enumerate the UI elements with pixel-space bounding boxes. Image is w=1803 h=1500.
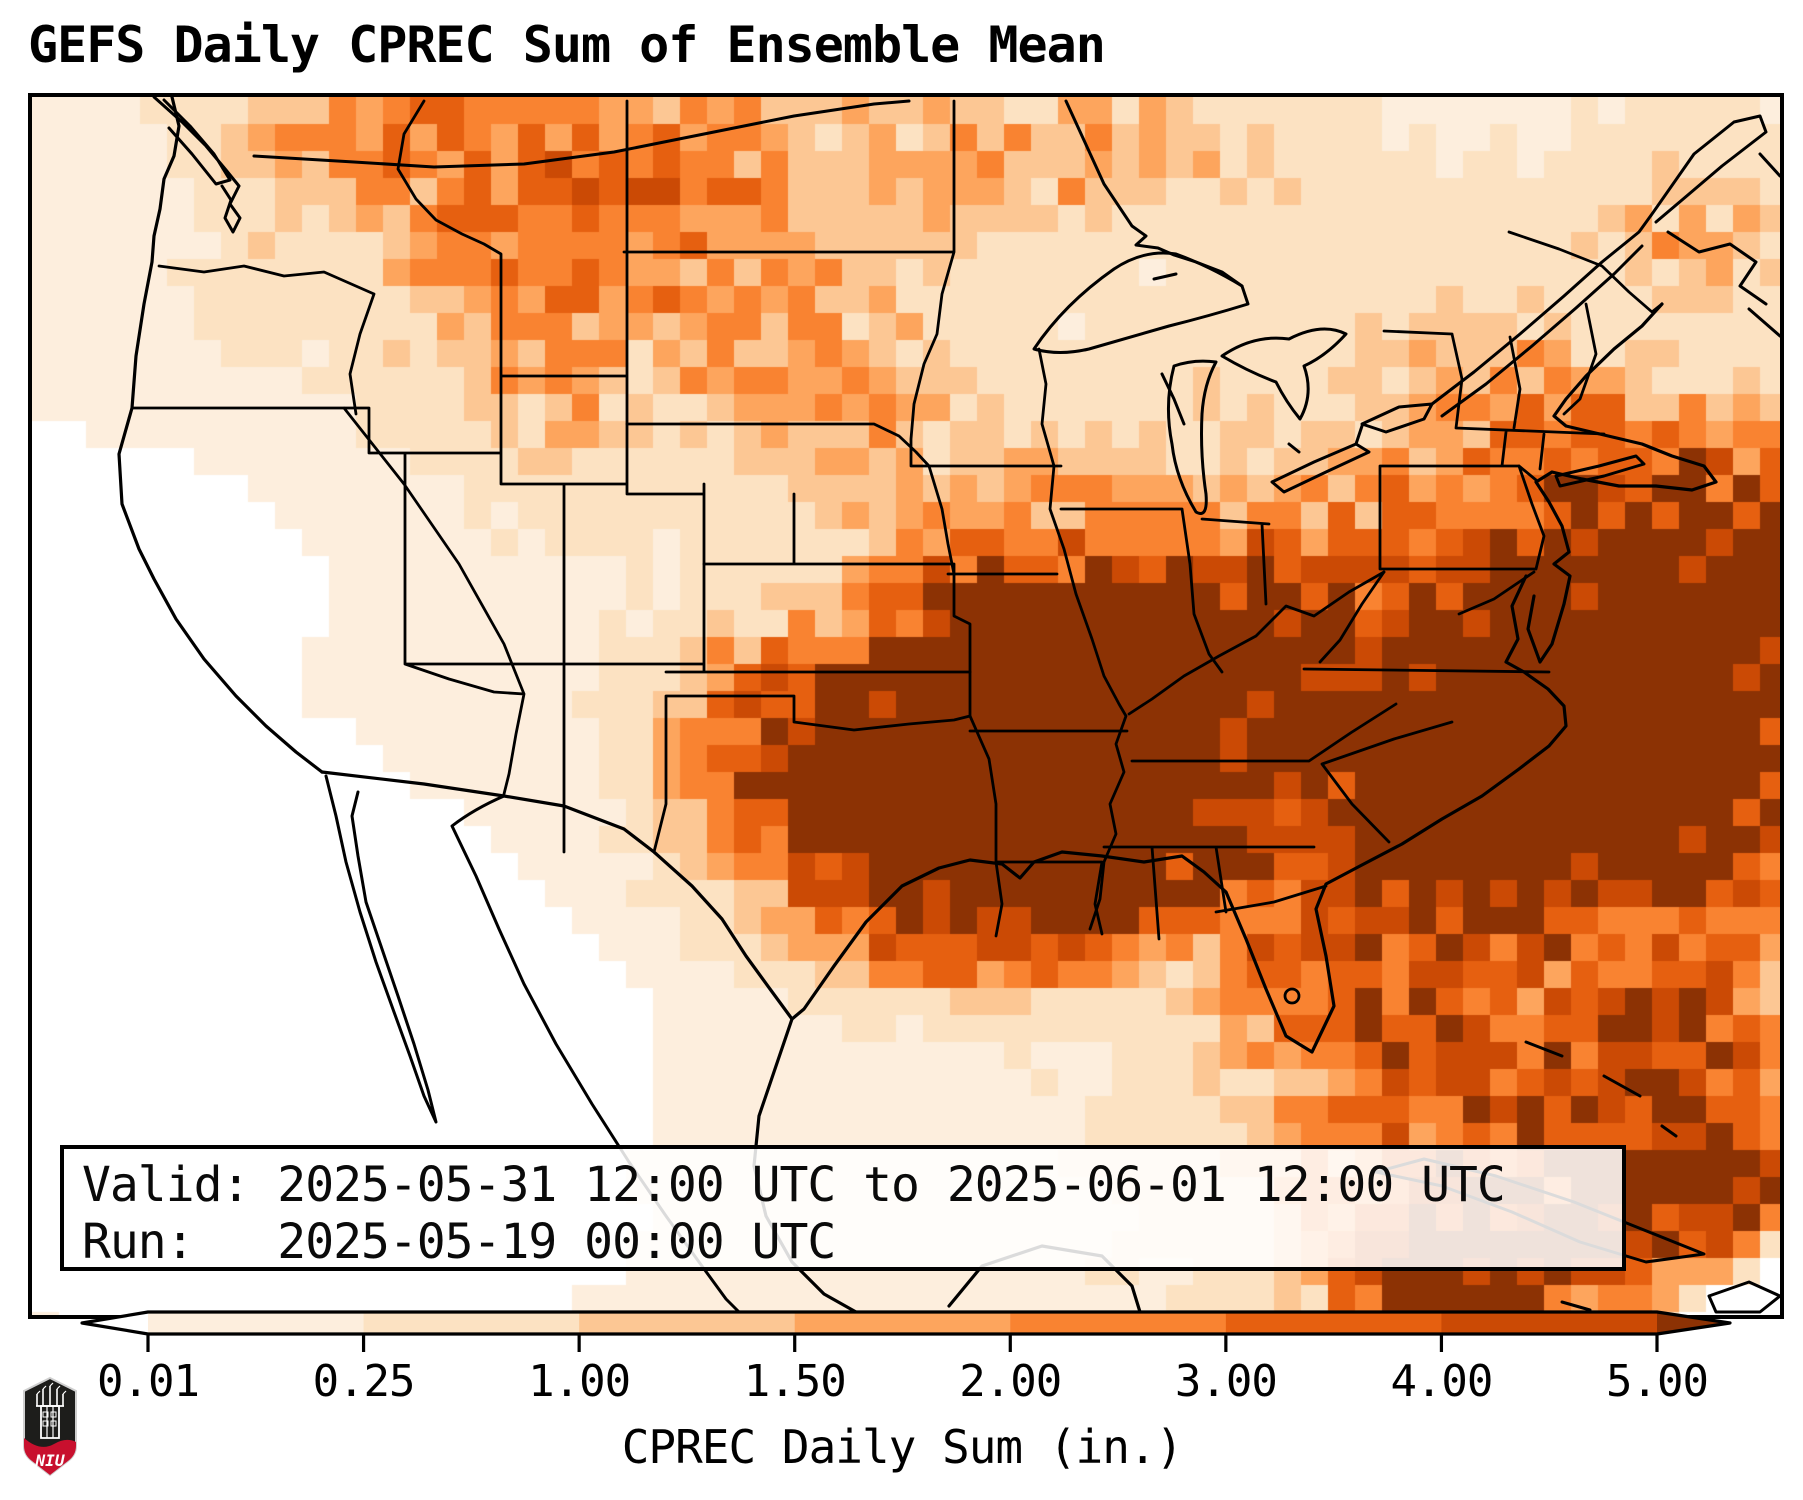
colorbar-tick-label: 1.50 [743,1356,847,1407]
precipitation-field [32,97,1780,1315]
niu-shield-red-band [24,1438,76,1475]
run-time-text: Run: 2025-05-19 00:00 UTC [82,1214,836,1270]
colorbar-segment [363,1312,580,1334]
niu-logo-text: NIU [35,1451,65,1470]
colorbar-tick-label: 0.01 [97,1356,200,1407]
geographic-boundaries [117,97,1780,1314]
long-island-coast [1554,454,1646,488]
colorbar-tick-label: 4.00 [1390,1356,1493,1407]
colorbar-segments [148,1312,1658,1334]
colorbar-tick-label: 2.00 [959,1356,1062,1407]
state-borders-northeast [1378,230,1664,616]
colorbar-segment [1441,1312,1658,1334]
bahamas-antilles [1524,1040,1780,1314]
colorbar [80,1310,1732,1352]
niu-logo: NIU [23,1376,77,1477]
great-lakes [1032,251,1434,515]
state-borders-southeast [1102,570,1551,1005]
colorbar-tick-label: 1.00 [528,1356,631,1407]
mississippi-river [1037,347,1128,931]
puget-sound-coast [152,97,242,234]
colorbar-ticks [146,1334,1659,1352]
colorbar-tick-label: 0.25 [312,1356,416,1407]
colorbar-segment [1010,1312,1227,1334]
state-borders-west [130,99,972,854]
colorbar-tick-label: 3.00 [1174,1356,1278,1407]
canada-border [252,99,1244,288]
colorbar-segment [794,1312,1011,1334]
ohio-river [1127,570,1386,716]
niu-tower-icon [36,1382,67,1439]
valid-run-info-box: Valid: 2025-05-31 12:00 UTC to 2025-06-0… [60,1145,1626,1271]
colorbar-segment [579,1312,796,1334]
valid-time-text: Valid: 2025-05-31 12:00 UTC to 2025-06-0… [82,1157,1506,1213]
colorbar-segment [148,1312,365,1334]
colorbar-segment [1225,1312,1442,1334]
colorbar-axis-label: CPREC Daily Sum (in.) [621,1420,1184,1474]
colorbar-over-arrow [1657,1312,1730,1334]
colorbar-tick-label: 5.00 [1606,1356,1709,1407]
precipitation-map: Valid: 2025-05-31 12:00 UTC to 2025-06-0… [28,93,1784,1319]
state-borders-plains [622,99,1271,938]
st-lawrence-maritimes-coast [1430,114,1780,418]
page-title: GEFS Daily CPREC Sum of Ensemble Mean [28,16,1106,74]
colorbar-under-arrow [82,1312,148,1334]
pacific-coastline [117,97,324,774]
